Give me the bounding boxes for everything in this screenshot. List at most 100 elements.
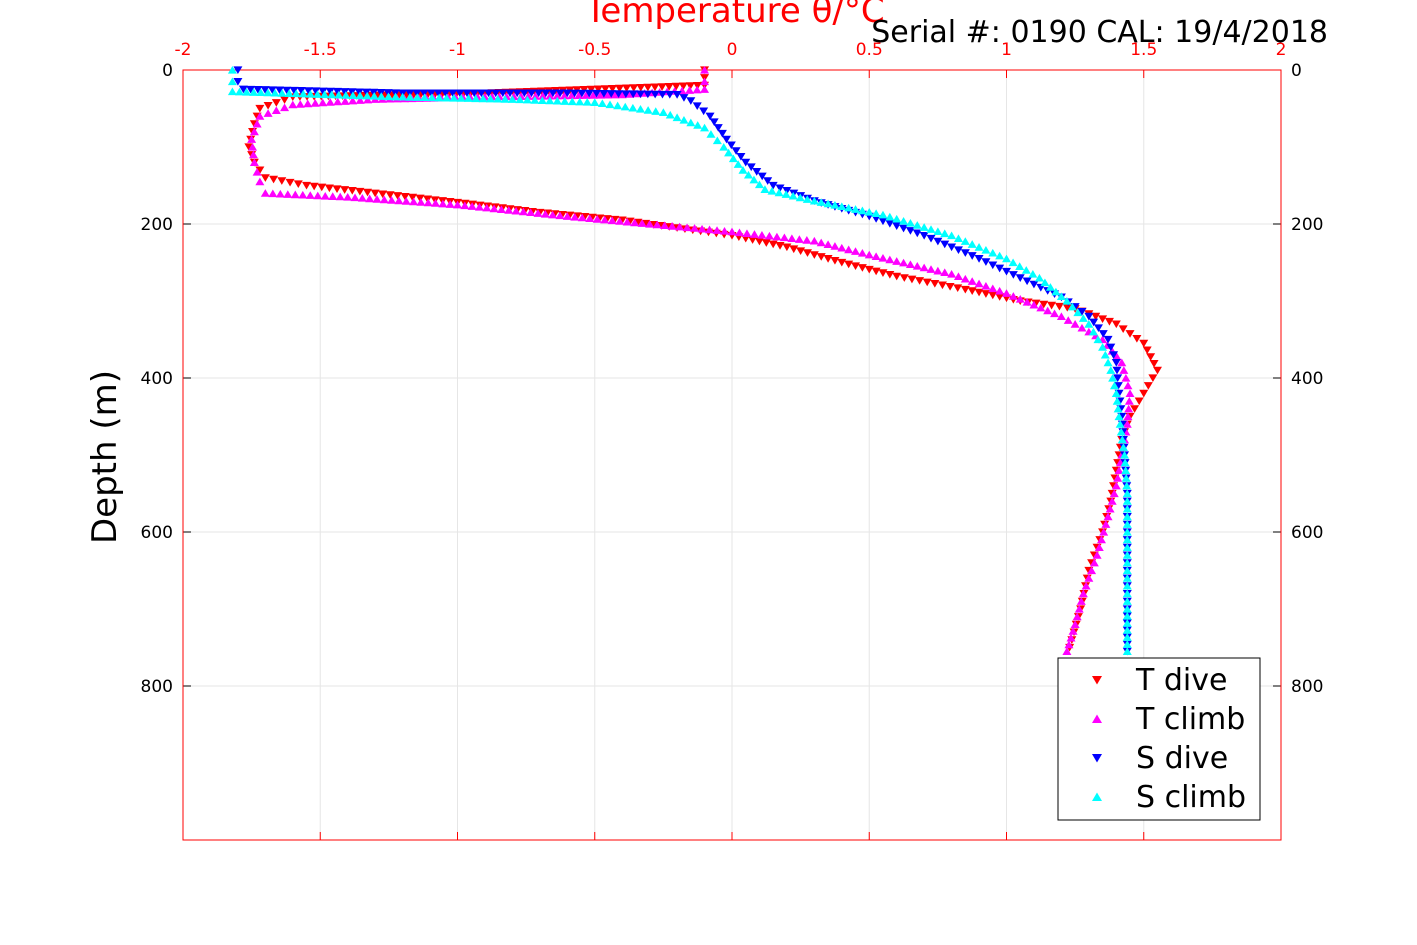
data-point [247,135,257,143]
data-point [362,91,372,100]
data-point [505,89,515,98]
data-point [1093,335,1103,344]
data-point [1117,358,1127,367]
x-tick-label: -1 [449,40,466,60]
data-point [538,91,548,100]
data-point [937,281,947,290]
data-point [692,82,702,90]
data-point [309,182,319,191]
data-point [227,65,237,74]
data-point [1122,520,1132,528]
data-point [775,184,785,193]
data-point [953,246,963,255]
data-point [837,243,847,252]
data-point [1106,366,1116,374]
data-point [333,97,343,106]
data-point [650,83,660,92]
data-point [526,208,536,217]
data-point [238,85,248,94]
data-point [1040,278,1050,287]
data-point [823,199,833,208]
data-point [1118,443,1128,451]
x-tick-label: -0.5 [578,40,611,60]
data-point [605,100,615,109]
data-point [379,195,389,204]
data-point [988,284,998,293]
data-point [1047,301,1057,310]
data-point [318,87,328,96]
data-point [289,86,299,95]
data-point [933,266,943,275]
data-point [878,210,888,219]
data-point [249,88,259,96]
data-point [305,191,315,199]
data-point [628,90,638,99]
data-point [1122,512,1132,521]
data-point [940,240,950,249]
data-point [809,236,819,245]
data-point [967,252,977,260]
data-point [1043,306,1053,315]
data-point [600,215,610,224]
data-point [1109,351,1119,359]
data-point [981,245,991,254]
data-point [885,271,895,279]
data-point [743,170,753,179]
data-point [1113,374,1123,383]
data-point [981,282,991,290]
data-point [303,99,313,108]
data-point [823,240,833,249]
data-point [1125,389,1135,397]
data-point [905,227,915,235]
data-point [1096,535,1106,544]
data-point [445,200,455,208]
data-point [512,89,522,98]
data-point [988,291,998,300]
data-point [304,87,314,95]
data-point [1122,566,1132,575]
data-point [433,89,443,98]
data-point [844,203,854,212]
data-point [1072,612,1082,621]
data-point [1078,314,1088,322]
data-point [530,96,540,104]
data-point [290,190,300,199]
data-point [974,243,984,251]
data-point [1122,420,1132,428]
data-point [1122,581,1132,590]
x-tick-label: -2 [175,40,192,60]
data-point [802,236,812,244]
data-point [484,89,494,98]
data-point [885,255,895,264]
data-point [340,88,350,96]
data-point [462,89,472,98]
data-point [1109,489,1119,498]
data-point [658,108,668,116]
data-point [706,130,716,138]
data-point [405,93,415,101]
data-point [1122,535,1132,544]
data-point [754,237,764,246]
legend-box [1057,657,1261,821]
data-point [515,95,525,104]
data-point [1111,389,1121,397]
data-point [343,193,353,201]
data-point [796,247,806,255]
data-point [401,197,411,205]
data-point [885,219,895,228]
data-point [1056,312,1066,320]
data-point [603,90,613,99]
data-point [1119,366,1129,374]
data-point [233,66,243,75]
data-point [277,177,287,185]
data-point [622,217,632,226]
data-point [570,212,580,221]
data-point [1122,633,1132,641]
data-point [1064,640,1074,649]
data-point [1106,343,1116,352]
data-point [260,174,270,182]
data-point [1104,317,1114,326]
data-point [335,192,345,201]
data-point [892,257,902,265]
data-point [355,96,365,104]
